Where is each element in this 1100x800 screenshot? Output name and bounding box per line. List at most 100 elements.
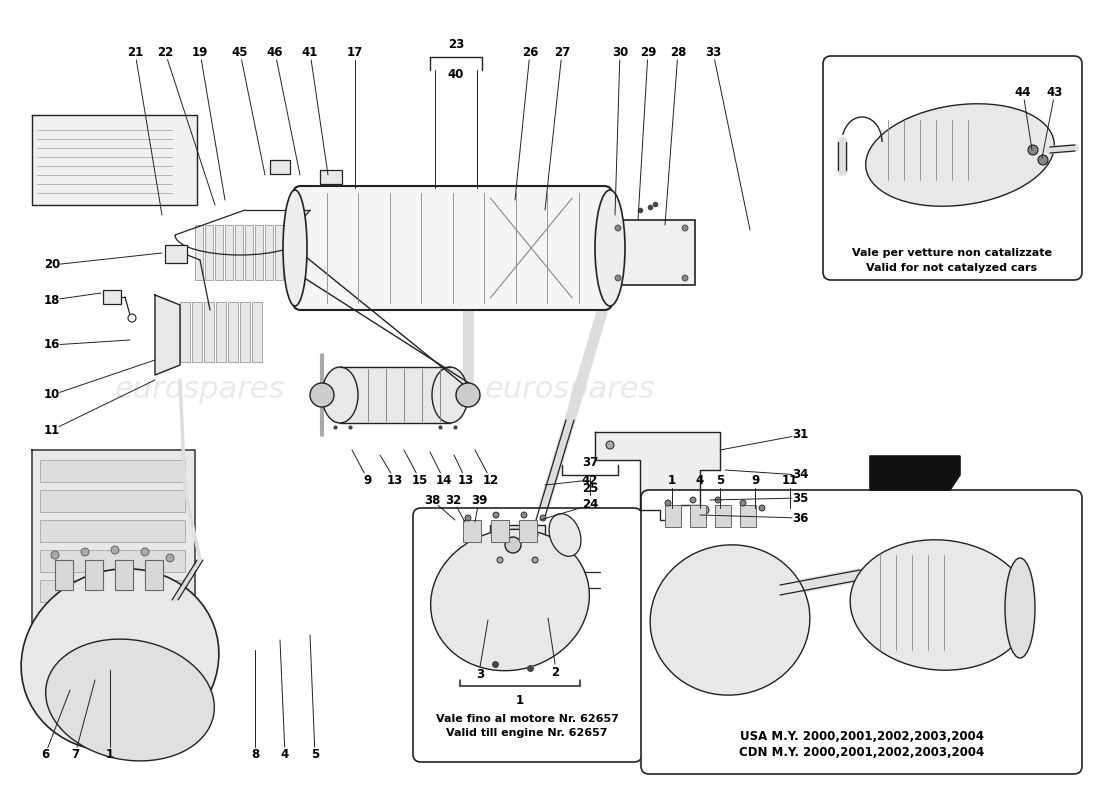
Text: 7: 7 (70, 749, 79, 762)
Bar (205, 225, 213, 280)
Bar (610, 220, 695, 285)
Ellipse shape (615, 225, 622, 231)
Ellipse shape (1028, 145, 1038, 155)
Ellipse shape (532, 532, 538, 538)
Ellipse shape (430, 530, 590, 670)
Text: 4: 4 (280, 749, 289, 762)
Text: 12: 12 (483, 474, 499, 486)
Ellipse shape (497, 557, 503, 563)
Ellipse shape (615, 275, 622, 281)
Text: eurospares: eurospares (114, 375, 285, 405)
Text: 42: 42 (582, 474, 598, 486)
Bar (252, 302, 262, 362)
Text: 25: 25 (582, 482, 598, 494)
Text: 6: 6 (41, 749, 50, 762)
Ellipse shape (21, 569, 219, 751)
Text: 33: 33 (705, 46, 722, 58)
Bar (270, 160, 290, 174)
Bar (116, 560, 133, 590)
Text: 14: 14 (436, 474, 452, 486)
Text: 28: 28 (670, 46, 686, 58)
Text: 43: 43 (1047, 86, 1064, 98)
Text: CDN M.Y. 2000,2001,2002,2003,2004: CDN M.Y. 2000,2001,2002,2003,2004 (739, 746, 984, 759)
Bar (40, 490, 185, 512)
Bar (165, 245, 187, 263)
Bar (226, 225, 233, 280)
Polygon shape (870, 456, 960, 490)
Bar (340, 367, 450, 423)
Bar (55, 560, 73, 590)
Polygon shape (32, 115, 197, 205)
Text: Valid till engine Nr. 62657: Valid till engine Nr. 62657 (447, 728, 607, 738)
Ellipse shape (322, 367, 358, 423)
Text: Vale per vetture non catalizzate: Vale per vetture non catalizzate (852, 248, 1052, 258)
Bar (463, 520, 481, 542)
Text: 2: 2 (551, 666, 559, 678)
Ellipse shape (595, 190, 625, 306)
Text: 9: 9 (751, 474, 759, 486)
Ellipse shape (682, 225, 688, 231)
Bar (204, 302, 214, 362)
Bar (666, 505, 681, 527)
Bar (275, 225, 283, 280)
Bar (40, 520, 185, 542)
Ellipse shape (111, 546, 119, 554)
Text: 29: 29 (640, 46, 657, 58)
Ellipse shape (690, 497, 696, 503)
Text: 44: 44 (1014, 86, 1032, 98)
Text: 5: 5 (716, 474, 724, 486)
Text: 16: 16 (44, 338, 60, 351)
Text: 26: 26 (521, 46, 538, 58)
Text: 34: 34 (792, 469, 808, 482)
Text: 8: 8 (251, 749, 260, 762)
Bar (715, 505, 732, 527)
Ellipse shape (701, 506, 710, 514)
Polygon shape (32, 450, 195, 680)
Text: 1: 1 (668, 474, 676, 486)
Bar (519, 520, 537, 542)
FancyBboxPatch shape (412, 508, 642, 762)
Bar (40, 580, 185, 602)
Ellipse shape (850, 540, 1030, 670)
Ellipse shape (549, 514, 581, 556)
Bar (690, 505, 706, 527)
Ellipse shape (456, 383, 480, 407)
Text: 41: 41 (301, 46, 318, 58)
Text: 20: 20 (44, 258, 60, 271)
Ellipse shape (540, 515, 546, 521)
Ellipse shape (505, 537, 521, 553)
Text: 10: 10 (44, 389, 60, 402)
Bar (740, 505, 756, 527)
Bar (145, 560, 163, 590)
Bar (235, 225, 243, 280)
Ellipse shape (310, 383, 334, 407)
Text: 13: 13 (458, 474, 474, 486)
Ellipse shape (465, 515, 471, 521)
Bar (245, 225, 253, 280)
Ellipse shape (432, 367, 468, 423)
Ellipse shape (759, 505, 764, 511)
Text: 3: 3 (476, 669, 484, 682)
Bar (180, 302, 190, 362)
Ellipse shape (521, 512, 527, 518)
Bar (490, 525, 544, 570)
Bar (192, 302, 202, 362)
Text: eurospares: eurospares (485, 546, 656, 574)
Bar (228, 302, 238, 362)
Text: 35: 35 (792, 491, 808, 505)
Bar (285, 225, 293, 280)
Text: 40: 40 (448, 69, 464, 82)
Text: USA M.Y. 2000,2001,2002,2003,2004: USA M.Y. 2000,2001,2002,2003,2004 (740, 730, 984, 743)
Polygon shape (595, 432, 720, 520)
Text: 30: 30 (612, 46, 628, 58)
Text: 11: 11 (44, 423, 60, 437)
Bar (216, 302, 225, 362)
Bar (491, 520, 509, 542)
FancyBboxPatch shape (823, 56, 1082, 280)
Ellipse shape (682, 275, 688, 281)
Ellipse shape (141, 548, 149, 556)
Ellipse shape (866, 104, 1054, 206)
Text: eurospares: eurospares (674, 546, 845, 574)
Ellipse shape (128, 314, 136, 322)
Ellipse shape (493, 512, 499, 518)
